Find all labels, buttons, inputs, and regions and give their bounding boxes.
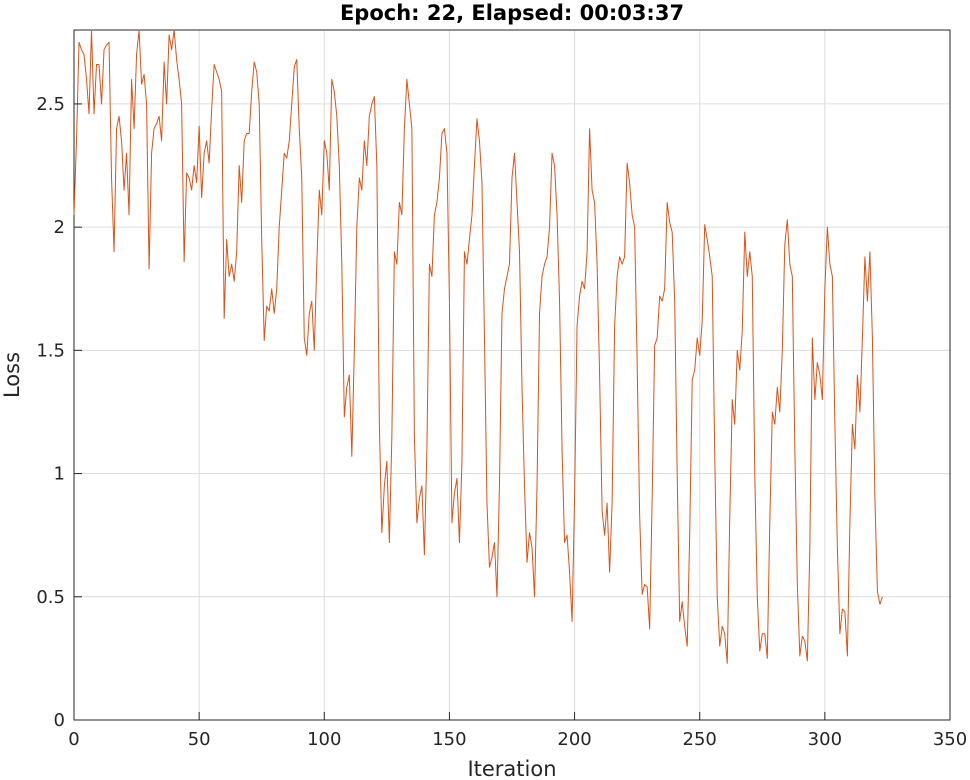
x-tick-label: 150 xyxy=(432,729,466,750)
plot-frame xyxy=(73,29,951,721)
x-axis-ticks: 0 50 100 150 200 250 300 350 xyxy=(68,712,967,750)
x-tick-label: 200 xyxy=(557,729,591,750)
chart-title: Epoch: 22, Elapsed: 00:03:37 xyxy=(340,1,684,25)
x-tick-label: 0 xyxy=(68,729,79,750)
y-tick-label: 0.5 xyxy=(36,587,65,608)
x-tick-label: 300 xyxy=(808,729,842,750)
y-tick-label: 2.5 xyxy=(36,94,65,115)
y-tick-label: 1 xyxy=(54,464,65,485)
plot-background xyxy=(74,30,950,720)
loss-series-line xyxy=(73,29,883,664)
y-tick-label: 0 xyxy=(54,710,65,731)
x-tick-label: 350 xyxy=(933,729,967,750)
y-axis-label: Loss xyxy=(0,352,24,398)
y-tick-label: 1.5 xyxy=(36,340,65,361)
x-tick-label: 100 xyxy=(307,729,341,750)
x-tick-label: 250 xyxy=(683,729,717,750)
y-tick-label: 2 xyxy=(54,217,65,238)
x-tick-label: 50 xyxy=(188,729,211,750)
series-layer xyxy=(73,29,883,664)
x-axis-label: Iteration xyxy=(467,757,556,780)
y-axis-ticks: 0 0.5 1 1.5 2 2.5 xyxy=(36,94,82,731)
